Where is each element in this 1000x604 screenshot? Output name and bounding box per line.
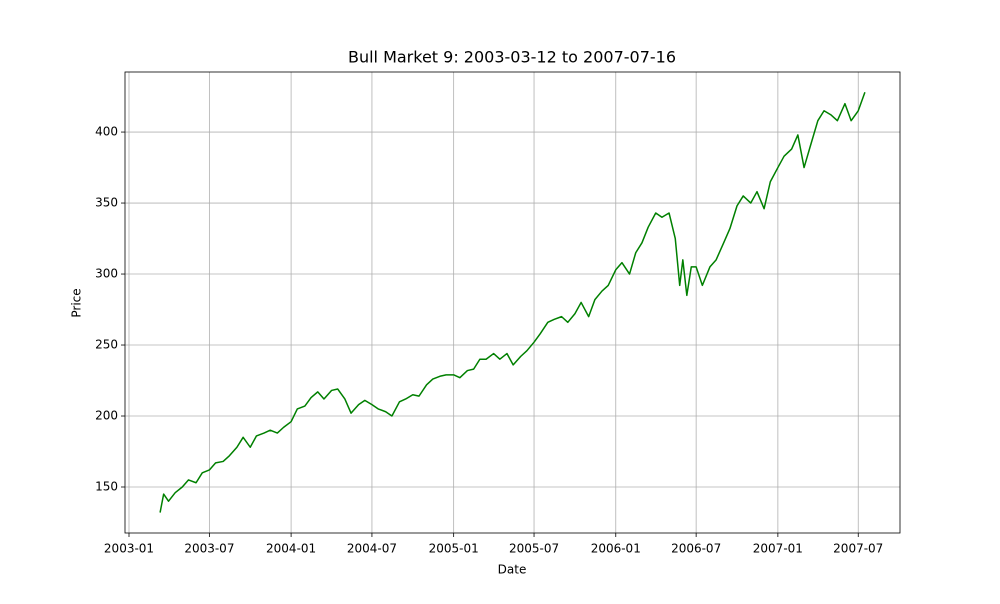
x-tick-label: 2004-01 xyxy=(266,542,316,556)
plot-frame xyxy=(124,71,901,534)
x-tick-label: 2005-07 xyxy=(509,542,559,556)
x-tick-label: 2005-01 xyxy=(429,542,479,556)
x-tick-label: 2003-01 xyxy=(104,542,154,556)
y-tick-label: 300 xyxy=(95,267,118,281)
x-tick-label: 2004-07 xyxy=(347,542,397,556)
x-tick-label: 2007-07 xyxy=(833,542,883,556)
y-tick-label: 250 xyxy=(95,338,118,352)
y-axis-label: Price xyxy=(70,288,84,317)
y-tick-label: 200 xyxy=(95,409,118,423)
y-tick-label: 350 xyxy=(95,196,118,210)
x-tick-label: 2006-07 xyxy=(671,542,721,556)
chart-title: Bull Market 9: 2003-03-12 to 2007-07-16 xyxy=(348,48,676,67)
price-line xyxy=(159,92,866,513)
y-tick-label: 150 xyxy=(95,479,118,493)
y-tick-label: 400 xyxy=(95,125,118,139)
x-tick-label: 2006-01 xyxy=(591,542,641,556)
x-tick-label: 2007-01 xyxy=(753,542,803,556)
x-tick-label: 2003-07 xyxy=(184,542,234,556)
x-axis-label: Date xyxy=(498,563,527,577)
